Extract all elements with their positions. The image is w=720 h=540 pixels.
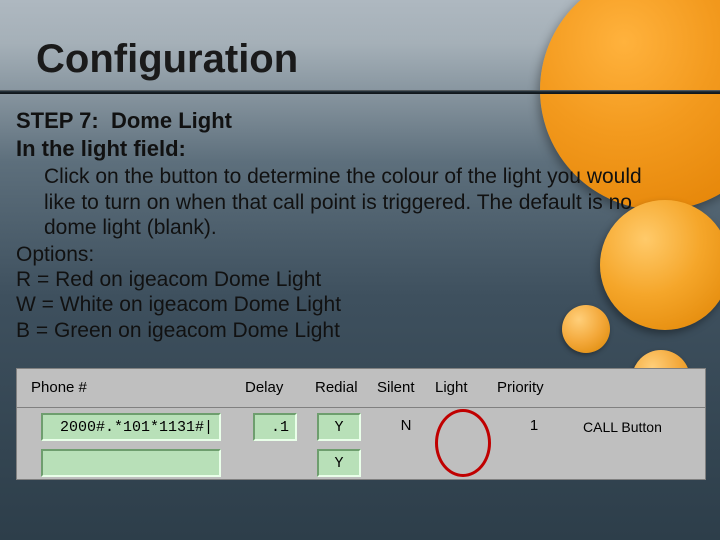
redial-button[interactable]: Y xyxy=(317,413,361,441)
phone-field[interactable]: 2000#.*101*1131#| xyxy=(41,413,221,441)
table-row: 2000#.*101*1131#| .1 Y N 1 CALL Button xyxy=(17,411,705,445)
slide: Configuration STEP 7: Dome Light In the … xyxy=(0,0,720,540)
ui-screenshot-panel: Phone # Delay Redial Silent Light Priori… xyxy=(16,368,706,480)
step-label: STEP 7: xyxy=(16,108,99,133)
col-header-priority: Priority xyxy=(497,379,544,396)
table-row: Y xyxy=(17,447,705,481)
title-band: Configuration xyxy=(0,0,720,90)
content: STEP 7: Dome Light In the light field: C… xyxy=(16,108,704,344)
page-title: Configuration xyxy=(36,37,298,82)
panel-header-row: Phone # Delay Redial Silent Light Priori… xyxy=(17,369,705,407)
redial-value: Y xyxy=(319,451,359,472)
option-line: B = Green on igeacom Dome Light xyxy=(16,318,704,344)
step-line: STEP 7: Dome Light xyxy=(16,108,704,134)
phone-value: 2000#.*101*1131#| xyxy=(43,415,219,436)
step-name: Dome Light xyxy=(111,108,232,133)
col-header-redial: Redial xyxy=(315,379,358,396)
body-text: Click on the button to determine the col… xyxy=(16,164,656,241)
silent-value: N xyxy=(389,417,423,434)
option-line: R = Red on igeacom Dome Light xyxy=(16,267,704,293)
panel-divider xyxy=(17,407,705,408)
delay-value: .1 xyxy=(255,415,295,436)
priority-value: 1 xyxy=(517,417,551,434)
col-header-silent: Silent xyxy=(377,379,415,396)
phone-field[interactable] xyxy=(41,449,221,477)
col-header-light: Light xyxy=(435,379,468,396)
options-heading: Options: xyxy=(16,243,704,267)
option-line: W = White on igeacom Dome Light xyxy=(16,292,704,318)
redial-value: Y xyxy=(319,415,359,436)
col-header-delay: Delay xyxy=(245,379,283,396)
col-header-phone: Phone # xyxy=(31,379,87,396)
phone-value xyxy=(43,451,219,455)
title-divider xyxy=(0,90,720,94)
row-right-label: CALL Button xyxy=(583,419,662,435)
subheading: In the light field: xyxy=(16,136,704,162)
delay-field[interactable]: .1 xyxy=(253,413,297,441)
highlight-ellipse xyxy=(435,409,491,477)
redial-button[interactable]: Y xyxy=(317,449,361,477)
